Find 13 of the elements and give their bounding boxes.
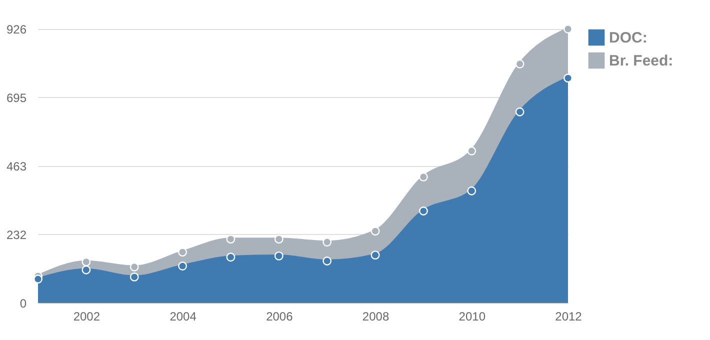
legend-label: DOC: <box>609 30 648 46</box>
x-tick-label: 2004 <box>170 310 197 324</box>
y-tick-label: 695 <box>6 90 27 105</box>
x-tick-label: 2002 <box>73 310 100 324</box>
legend-label: Br. Feed: <box>609 52 674 70</box>
y-tick-label: 0 <box>20 296 27 310</box>
y-tick-label: 926 <box>6 22 27 36</box>
x-tick-label: 2010 <box>458 310 486 324</box>
y-tick-label: 232 <box>6 228 27 242</box>
x-tick-label: 2008 <box>362 310 390 324</box>
x-tick-label: 2006 <box>266 310 294 324</box>
x-tick-label: 2012 <box>555 310 582 324</box>
y-tick-label: 463 <box>6 160 27 174</box>
